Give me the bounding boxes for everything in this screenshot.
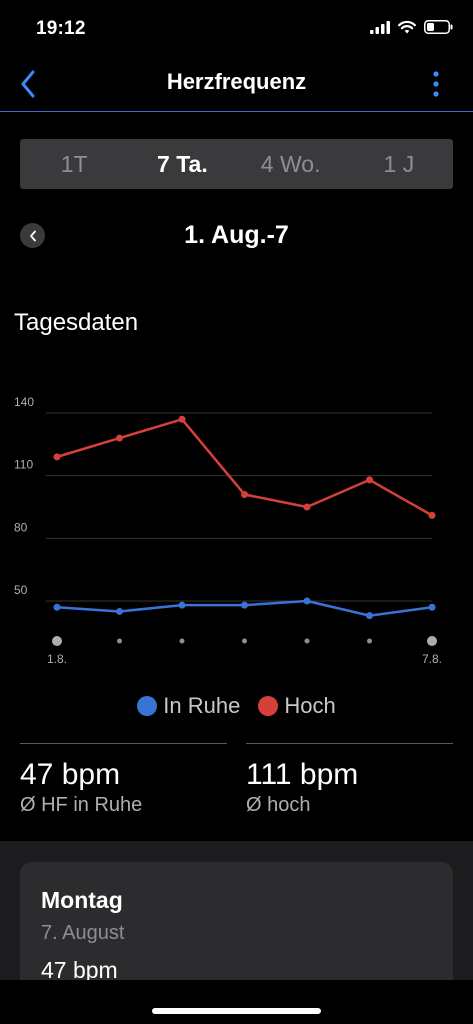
day-bpm: 47 bpm [41,957,118,983]
tab-1t[interactable]: 1T [60,150,88,177]
data-point-hoch [241,490,248,498]
x-tick-dot [52,636,62,646]
series-line-hoch [56,418,433,517]
x-tick-dot [367,638,372,644]
data-point-in-ruhe [53,603,61,611]
cellular-signal-icon [370,20,390,34]
legend-item-hoch: Hoch [258,693,336,719]
navigation-bar: Herzfrequenz [0,56,473,112]
data-point-hoch [428,511,436,519]
x-tick-dot [117,638,122,644]
battery-icon [424,20,453,34]
data-point-in-ruhe [116,607,123,615]
chevron-left-icon [29,230,36,241]
chart-legend: In Ruhe Hoch [0,693,473,719]
period-label: 1. Aug.-7 [184,221,289,249]
y-tick-label: 110 [14,458,33,472]
more-options-button[interactable] [421,66,451,102]
day-date: 7. August [41,922,125,944]
x-tick-label: 1.8. [47,652,67,666]
heart-rate-chart: 50 80 110 140 1.8. 7.8. [14,395,442,666]
data-point-hoch [53,453,61,461]
y-tick-label: 50 [14,583,28,597]
x-tick-label: 7.8. [422,652,442,666]
data-point-in-ruhe [428,603,436,611]
x-tick-dot [242,638,247,644]
legend-dot [258,696,279,716]
legend-item-in-ruhe: In Ruhe [137,693,240,719]
x-tick-dot [179,638,185,644]
data-point-hoch [366,476,373,484]
stat-value: 47 bpm [20,758,121,791]
x-tick-dot [304,638,310,644]
tab-4-weeks[interactable]: 4 Wo. [260,150,321,177]
stat-label: Ø hoch [246,794,311,816]
stat-value: 111 bpm [246,758,359,791]
status-time: 19:12 [36,18,86,39]
time-range-selector: 1T 7 Ta. 4 Wo. 1 J [20,139,453,189]
previous-period-button[interactable] [20,223,45,248]
status-bar: 19:12 [0,0,473,56]
more-vertical-icon [433,71,439,97]
data-point-in-ruhe [303,597,311,605]
data-point-in-ruhe [241,601,248,609]
x-tick-dot [427,636,437,646]
summary-stats: 47 bpm Ø HF in Ruhe 111 bpm Ø hoch [0,743,473,828]
legend-label: Hoch [284,693,336,718]
home-bar [0,980,473,1024]
page-title: Herzfrequenz [166,69,307,94]
home-indicator[interactable] [152,1008,321,1014]
tab-1-year[interactable]: 1 J [383,150,415,177]
chevron-left-icon [21,70,35,98]
y-tick-label: 140 [14,395,34,409]
wifi-icon [398,20,416,34]
period-navigator: 1. Aug.-7 [0,215,473,259]
data-point-hoch [178,415,186,423]
stat-label: Ø HF in Ruhe [20,794,143,816]
back-button[interactable] [8,64,48,104]
data-point-in-ruhe [366,612,373,620]
y-tick-label: 80 [14,520,28,534]
tab-7-days[interactable]: 7 Ta. [157,150,208,177]
stat-high-hr: 111 bpm Ø hoch [246,743,453,817]
data-point-in-ruhe [178,601,186,609]
data-point-hoch [303,503,311,511]
legend-dot [137,696,158,716]
section-title: Tagesdaten [14,309,139,336]
stat-resting-hr: 47 bpm Ø HF in Ruhe [20,743,227,817]
day-name: Montag [41,887,123,913]
status-icons [370,20,453,34]
legend-label: In Ruhe [163,693,241,718]
data-point-hoch [116,434,123,442]
